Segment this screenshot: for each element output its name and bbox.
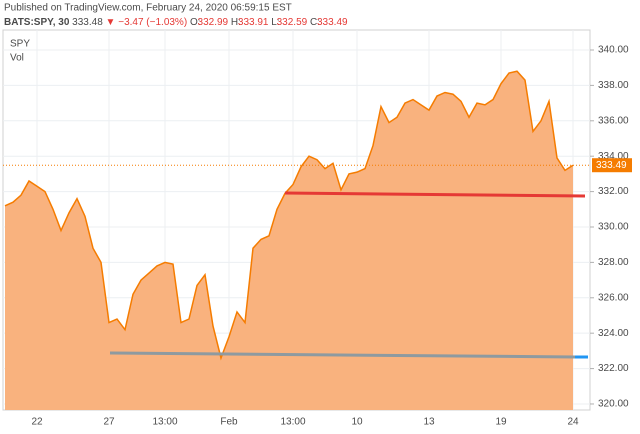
last: 333.48 (72, 17, 103, 28)
x-tick-label: 13:00 (280, 417, 305, 428)
y-tick-label: 322.00 (598, 363, 629, 374)
y-tick-label: 340.00 (598, 45, 629, 56)
price-line (4, 70, 574, 361)
y-tick-label: 324.00 (598, 328, 629, 339)
legend-symbol: SPY (10, 39, 30, 50)
y-tick-label: 338.00 (598, 80, 629, 91)
close: 333.49 (317, 17, 348, 28)
change: ▼ −3.47 (−1.03%) (106, 17, 188, 28)
area-fill (5, 71, 573, 410)
x-tick-label: 19 (495, 417, 507, 428)
open: 332.99 (198, 17, 229, 28)
y-tick-label: 326.00 (598, 292, 629, 303)
symbol: BATS:SPY, 30 (4, 17, 70, 28)
x-tick-label: 27 (103, 417, 115, 428)
y-tick-label: 334.00 (598, 151, 629, 162)
x-tick-label: 22 (31, 417, 43, 428)
l-label: L: (271, 17, 279, 28)
trend-line-gray (109, 351, 576, 359)
published: Published on TradingView.com, February 2… (4, 3, 292, 14)
high: 333.91 (238, 17, 269, 28)
y-tick-label: 336.00 (598, 115, 629, 126)
x-tick-label: 10 (351, 417, 363, 428)
x-tick-label: 24 (567, 417, 579, 428)
x-tick-label: 13 (423, 417, 435, 428)
legend-volume: Vol (10, 53, 24, 64)
x-tick-label: 13:00 (152, 417, 177, 428)
h-label: H: (231, 17, 241, 28)
o-label: O: (190, 17, 201, 28)
c-label: C: (310, 17, 320, 28)
y-tick-label: 328.00 (598, 257, 629, 268)
y-tick-label: 332.00 (598, 186, 629, 197)
x-tick-label: Feb (220, 417, 238, 428)
last-price-label: 333.49 (596, 160, 627, 171)
ohlc-line: BATS:SPY, 30 333.48 ▼ −3.47 (−1.03%) O:3… (4, 17, 348, 28)
last-price-box (592, 158, 632, 173)
y-tick-label: 320.00 (598, 399, 629, 410)
low: 332.59 (277, 17, 308, 28)
trend-line-red (284, 191, 586, 198)
y-tick-label: 330.00 (598, 222, 629, 233)
